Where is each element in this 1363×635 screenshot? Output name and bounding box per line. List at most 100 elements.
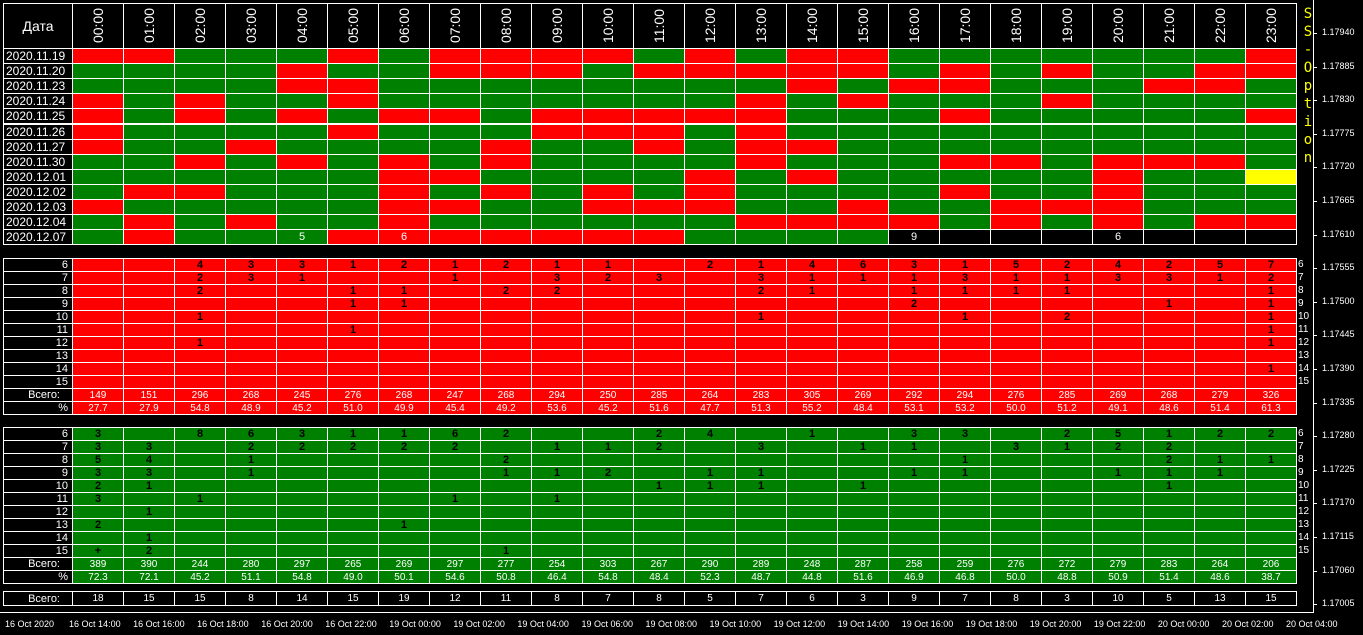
- count-cell: 4: [684, 427, 736, 441]
- count-cell: [582, 544, 634, 558]
- count-cell: [378, 492, 430, 506]
- count-cell: [582, 427, 634, 441]
- hour-cell: [123, 78, 175, 95]
- percent-cell: 48.6: [1143, 401, 1195, 415]
- count-cell: [633, 492, 685, 506]
- hour-cell: [480, 48, 532, 64]
- price-label: 1.17390: [1322, 363, 1355, 373]
- percent-cell: 46.8: [939, 570, 991, 584]
- count-cell: [327, 336, 379, 350]
- time-label: 16 Oct 22:00: [325, 619, 377, 629]
- count-cell: [1092, 336, 1144, 350]
- count-cell: [735, 427, 787, 441]
- hour-cell: [939, 63, 991, 80]
- count-cell: 1: [684, 466, 736, 480]
- count-cell: 1: [531, 466, 583, 480]
- count-cell: [735, 323, 787, 337]
- row-label-right: 15: [1298, 545, 1310, 556]
- count-cell: [786, 466, 838, 480]
- count-cell: 2: [1245, 271, 1297, 285]
- hour-cell: [1194, 108, 1246, 125]
- hour-cell: [429, 214, 481, 231]
- count-cell: 1: [1194, 466, 1246, 480]
- count-cell: 1: [174, 492, 226, 506]
- price-label: 1.17225: [1322, 463, 1355, 474]
- count-cell: 1: [378, 284, 430, 298]
- hour-cell: [1143, 108, 1195, 125]
- hour-cell: [786, 78, 838, 95]
- row-label: 9: [3, 466, 73, 480]
- count-cell: 2: [1041, 427, 1093, 441]
- count-cell: [582, 349, 634, 363]
- count-cell: [735, 518, 787, 532]
- hour-cell: [429, 183, 481, 200]
- count-cell: [429, 466, 481, 480]
- date-label: 2020.11.24: [3, 93, 73, 110]
- count-cell: [123, 323, 175, 337]
- count-cell: [684, 297, 736, 311]
- hour-header: 18:00: [990, 3, 1042, 49]
- total-cell: 268: [1143, 388, 1195, 402]
- total-cell: 269: [378, 557, 430, 571]
- hour-cell: [327, 78, 379, 95]
- count-cell: [1041, 492, 1093, 506]
- count-cell: [276, 336, 328, 350]
- percent-cell: 50.9: [1092, 570, 1144, 584]
- count-cell: [480, 479, 532, 493]
- count-cell: 1: [1245, 323, 1297, 337]
- count-cell: [684, 375, 736, 389]
- count-cell: [990, 518, 1042, 532]
- count-cell: [786, 336, 838, 350]
- hour-cell: [735, 168, 787, 185]
- count-cell: 1: [327, 427, 379, 441]
- percent-cell: 49.9: [378, 401, 430, 415]
- hour-cell: [837, 63, 889, 80]
- count-cell: [480, 362, 532, 376]
- hour-cell: [786, 63, 838, 80]
- hour-cell: [939, 138, 991, 155]
- hour-cell: [174, 199, 226, 215]
- row-label: 7: [3, 440, 73, 454]
- total-cell: 326: [1245, 388, 1297, 402]
- count-cell: [888, 492, 940, 506]
- price-label: 1.17610: [1322, 228, 1355, 239]
- hour-header: 02:00: [174, 3, 226, 49]
- summary-cell: 3: [837, 591, 889, 606]
- hour-cell: [1041, 108, 1093, 125]
- count-cell: [990, 375, 1042, 389]
- hour-cell: [1092, 138, 1144, 155]
- hour-cell: [531, 93, 583, 110]
- count-cell: 2: [174, 271, 226, 285]
- hour-cell: [276, 48, 328, 64]
- count-cell: 1: [837, 479, 889, 493]
- percent-cell: 51.6: [837, 570, 889, 584]
- hour-cell: [1194, 199, 1246, 215]
- hour-cell: [939, 214, 991, 231]
- total-cell: 303: [582, 557, 634, 571]
- count-cell: [1041, 453, 1093, 467]
- hour-label: 02:00: [192, 8, 208, 44]
- count-cell: [1092, 375, 1144, 389]
- count-cell: [72, 323, 124, 337]
- hour-label: 06:00: [396, 8, 412, 44]
- hour-cell: [276, 199, 328, 215]
- count-cell: 2: [582, 271, 634, 285]
- date-label: 2020.12.02: [3, 183, 73, 200]
- count-cell: [1245, 375, 1297, 389]
- row-label: 10: [3, 310, 73, 324]
- count-cell: [174, 297, 226, 311]
- count-cell: [582, 323, 634, 337]
- hour-cell: [1245, 108, 1297, 125]
- count-cell: 3: [276, 427, 328, 441]
- count-cell: 1: [327, 323, 379, 337]
- hour-cell: [990, 108, 1042, 125]
- hour-cell: [174, 153, 226, 170]
- hour-cell: [837, 153, 889, 170]
- count-cell: [888, 362, 940, 376]
- hour-cell: [174, 63, 226, 80]
- count-cell: [633, 531, 685, 545]
- time-label: 20 Oct 04:00: [1286, 619, 1338, 629]
- date-label: 2020.11.26: [3, 123, 73, 140]
- count-cell: [837, 362, 889, 376]
- hour-cell: [378, 63, 430, 80]
